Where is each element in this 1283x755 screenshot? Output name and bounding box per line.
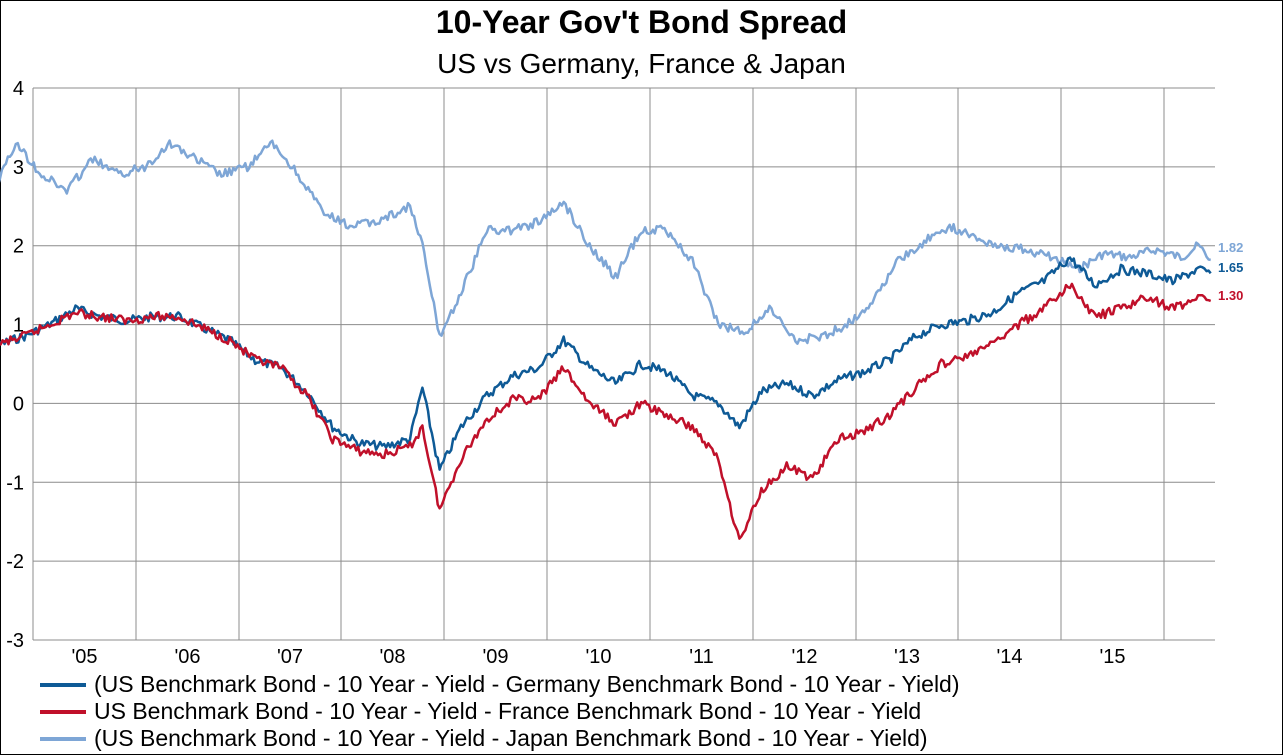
series-end-label: 1.82 — [1218, 240, 1243, 255]
series-line-2 — [0, 139, 1211, 345]
chart-subtitle: US vs Germany, France & Japan — [437, 48, 846, 79]
x-tick-label: '09 — [482, 646, 508, 668]
x-tick-label: '07 — [277, 646, 303, 668]
chart-title: 10-Year Gov't Bond Spread — [435, 4, 848, 40]
legend-swatch-france-spread — [40, 709, 86, 714]
x-tick-label: '08 — [379, 646, 405, 668]
y-tick-label: 2 — [13, 236, 24, 258]
y-tick-label: -1 — [6, 472, 24, 494]
x-tick-label: '12 — [791, 646, 817, 668]
x-tick-label: '15 — [1099, 646, 1125, 668]
series-end-label: 1.30 — [1218, 288, 1243, 303]
x-tick-label: '11 — [689, 646, 714, 668]
legend-swatch-japan-spread — [40, 736, 86, 741]
x-tick-label: '06 — [174, 646, 200, 668]
legend-item-japan-spread: (US Benchmark Bond - 10 Year - Yield - J… — [40, 725, 960, 752]
x-tick-label: '14 — [996, 646, 1022, 668]
y-tick-label: 1 — [13, 315, 24, 337]
series-line-1 — [0, 282, 1212, 540]
y-tick-label: -2 — [6, 551, 24, 573]
legend-item-germany-spread: (US Benchmark Bond - 10 Year - Yield - G… — [40, 671, 960, 698]
legend-label-germany-spread: (US Benchmark Bond - 10 Year - Yield - G… — [94, 671, 960, 697]
y-tick-label: 0 — [13, 393, 24, 415]
legend-label-japan-spread: (US Benchmark Bond - 10 Year - Yield - J… — [94, 725, 928, 751]
y-tick-label: 3 — [13, 157, 24, 179]
y-tick-label: 4 — [13, 78, 24, 100]
legend-swatch-germany-spread — [40, 682, 86, 687]
chart-legend: (US Benchmark Bond - 10 Year - Yield - G… — [40, 671, 960, 752]
y-tick-label: -3 — [6, 630, 24, 652]
x-tick-label: '10 — [585, 646, 611, 668]
legend-item-france-spread: US Benchmark Bond - 10 Year - Yield - Fr… — [40, 698, 960, 725]
series-line-0 — [0, 256, 1212, 471]
x-tick-label: '05 — [71, 646, 97, 668]
x-tick-label: '13 — [894, 646, 920, 668]
legend-label-france-spread: US Benchmark Bond - 10 Year - Yield - Fr… — [94, 698, 922, 724]
series-end-label: 1.65 — [1218, 260, 1243, 275]
